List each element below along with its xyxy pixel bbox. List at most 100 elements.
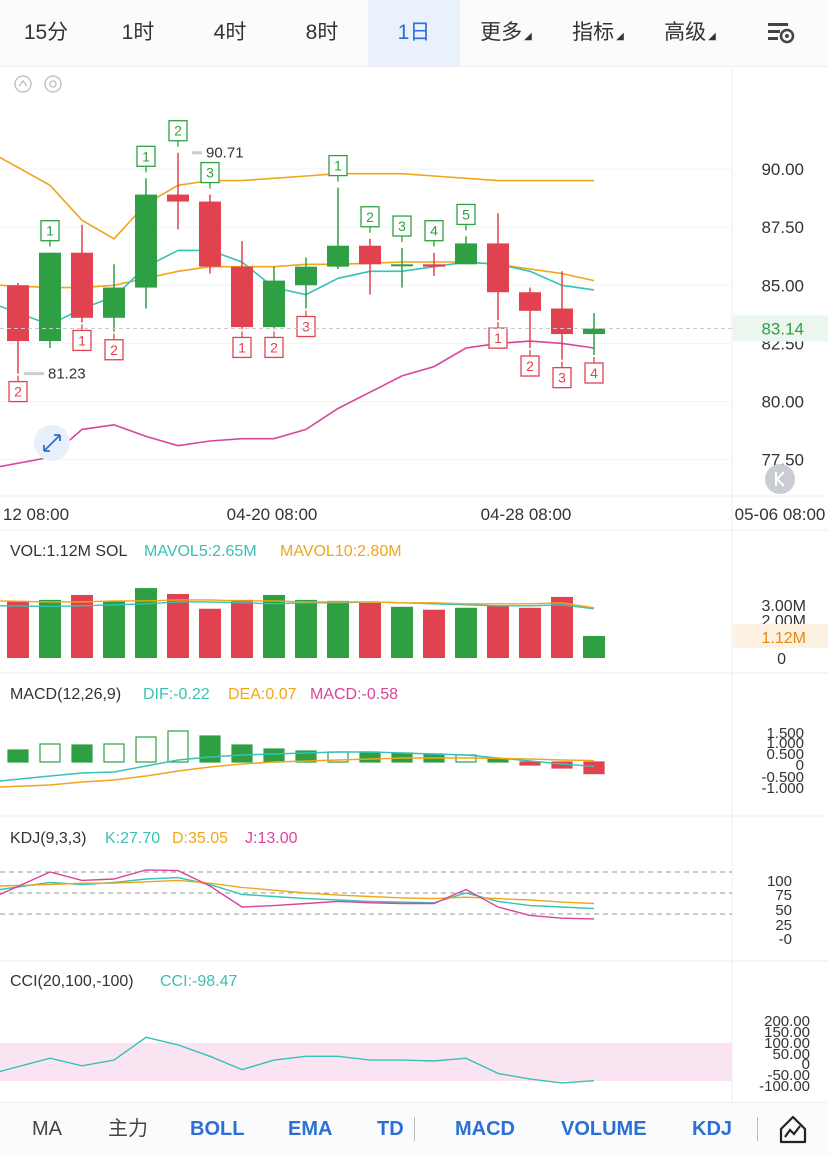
macd-histogram-bar [135,736,157,763]
td-marker: 3 [200,161,220,189]
td-marker-label: 2 [366,209,374,225]
macd-axis-tick: -1.000 [761,780,804,797]
mavol10-value: MAVOL10:2.80M [280,543,402,560]
candle-body [231,266,253,328]
candle-body [7,285,29,342]
candle-body [199,201,221,267]
candle [199,194,221,274]
td-marker: 2 [8,375,28,403]
collapse-icon [14,75,32,93]
tab-2[interactable]: 4时 [184,0,276,66]
macd-dif-value: DIF:-0.22 [143,686,210,703]
macd-axis-tick: 1.500 [766,725,804,742]
kdj-axis-tick: 75 [775,887,792,904]
time-axis-label: 04-20 08:00 [227,505,318,524]
kdj-axis-tick: 25 [775,917,792,934]
macd-histogram-bar [583,761,605,775]
chart-settings-icon[interactable] [760,17,800,49]
td-marker-label: 1 [142,148,150,164]
td-marker-label: 3 [302,319,310,335]
td-marker-label: 3 [398,218,406,234]
indicator-tab-td[interactable]: TD [377,1118,404,1140]
macd-histogram-bar [199,735,221,763]
macd-histogram-bar [167,730,189,763]
indicator-tab-macd[interactable]: MACD [455,1118,515,1140]
macd-dea-value: DEA:0.07 [228,686,297,703]
candle-body [455,243,477,265]
cci-band [0,1043,732,1081]
volume-bar [359,602,381,658]
current-price-value: 83.14 [761,319,804,338]
candle [519,287,541,349]
tab-0[interactable]: 15分 [0,0,92,66]
candle-body [551,308,573,335]
macd-histogram-bar [359,751,381,763]
volume-bar [551,596,573,658]
indicator-tab-ma[interactable]: MA [32,1118,62,1140]
candle [71,224,93,323]
time-axis-label: 05-06 08:00 [735,505,826,524]
tab-5[interactable]: 更多 ◢ [460,0,552,66]
macd-axis-tick: 0 [796,757,804,774]
price-axis-tick: 80.00 [761,393,804,412]
candle [167,152,189,230]
tab-7[interactable]: 高级 ◢ [644,0,736,66]
tab-label: 指标 [572,21,615,44]
kdj-j-line [0,869,595,920]
kdj-k-value: K:27.70 [105,830,160,847]
candle [455,236,477,265]
candle [583,313,605,355]
volume-bar [519,607,541,658]
tab-label: 15分 [23,21,69,44]
kdj-j-value: J:13.00 [245,830,298,847]
volume-bar [583,635,605,658]
boll-lower-line [0,340,595,468]
candle-body [583,328,605,335]
skip-to-end-icon [775,471,785,487]
candle-body [359,245,381,265]
macd-axis-tick: -0.500 [761,769,804,786]
td-marker-label: 1 [334,158,342,174]
indicator-tab-主力[interactable]: 主力 [108,1118,148,1140]
mavol5-value: MAVOL5:2.65M [144,543,257,560]
candle [135,178,157,309]
cci-axis-tick: 150.00 [764,1024,810,1041]
tab-1[interactable]: 1时 [92,0,184,66]
td-marker: 1 [488,322,508,349]
td-marker-label: 2 [110,342,118,358]
tab-label: 4时 [213,21,247,44]
td-marker: 1 [40,220,60,247]
td-marker-label: 2 [14,384,22,400]
vol-title: VOL:1.12M SOL [10,543,127,560]
tab-6[interactable]: 指标 ◢ [552,0,644,66]
price-axis-tick: 90.00 [761,160,804,179]
volume-bar [391,606,413,658]
tab-label: 更多 [480,21,523,44]
volume-bar [487,605,509,658]
volume-bar [167,593,189,658]
tab-3[interactable]: 8时 [276,0,368,66]
cci-value: CCI:-98.47 [160,973,237,990]
cci-axis-tick: -100.00 [759,1078,810,1095]
kdj-axis-tick: 100 [767,873,792,890]
td-marker-label: 1 [78,332,86,348]
indicator-tab-kdj[interactable]: KDJ [692,1118,733,1140]
macd-title: MACD(12,26,9) [10,686,121,703]
indicator-tab-boll[interactable]: BOLL [190,1118,245,1140]
indicator-chart-icon[interactable] [778,1115,808,1145]
volume-bar [71,594,93,658]
indicator-tab-ema[interactable]: EMA [288,1118,333,1140]
current-vol-tag [733,624,828,648]
boll-upper-line [0,156,594,240]
volume-bar [7,600,29,658]
volume-bar [103,600,125,658]
low-price-label: 81.23 [48,366,86,383]
vol-axis-tick: 0 [777,651,786,668]
price-axis-tick: 77.50 [761,451,804,470]
candle-body [103,287,125,318]
tab-4[interactable]: 1日 [368,0,460,66]
scroll-latest-button [765,464,795,494]
macd-histogram-bar [71,744,93,763]
macd-axis-tick: 1.000 [766,735,804,752]
indicator-tab-volume[interactable]: VOLUME [561,1118,647,1140]
